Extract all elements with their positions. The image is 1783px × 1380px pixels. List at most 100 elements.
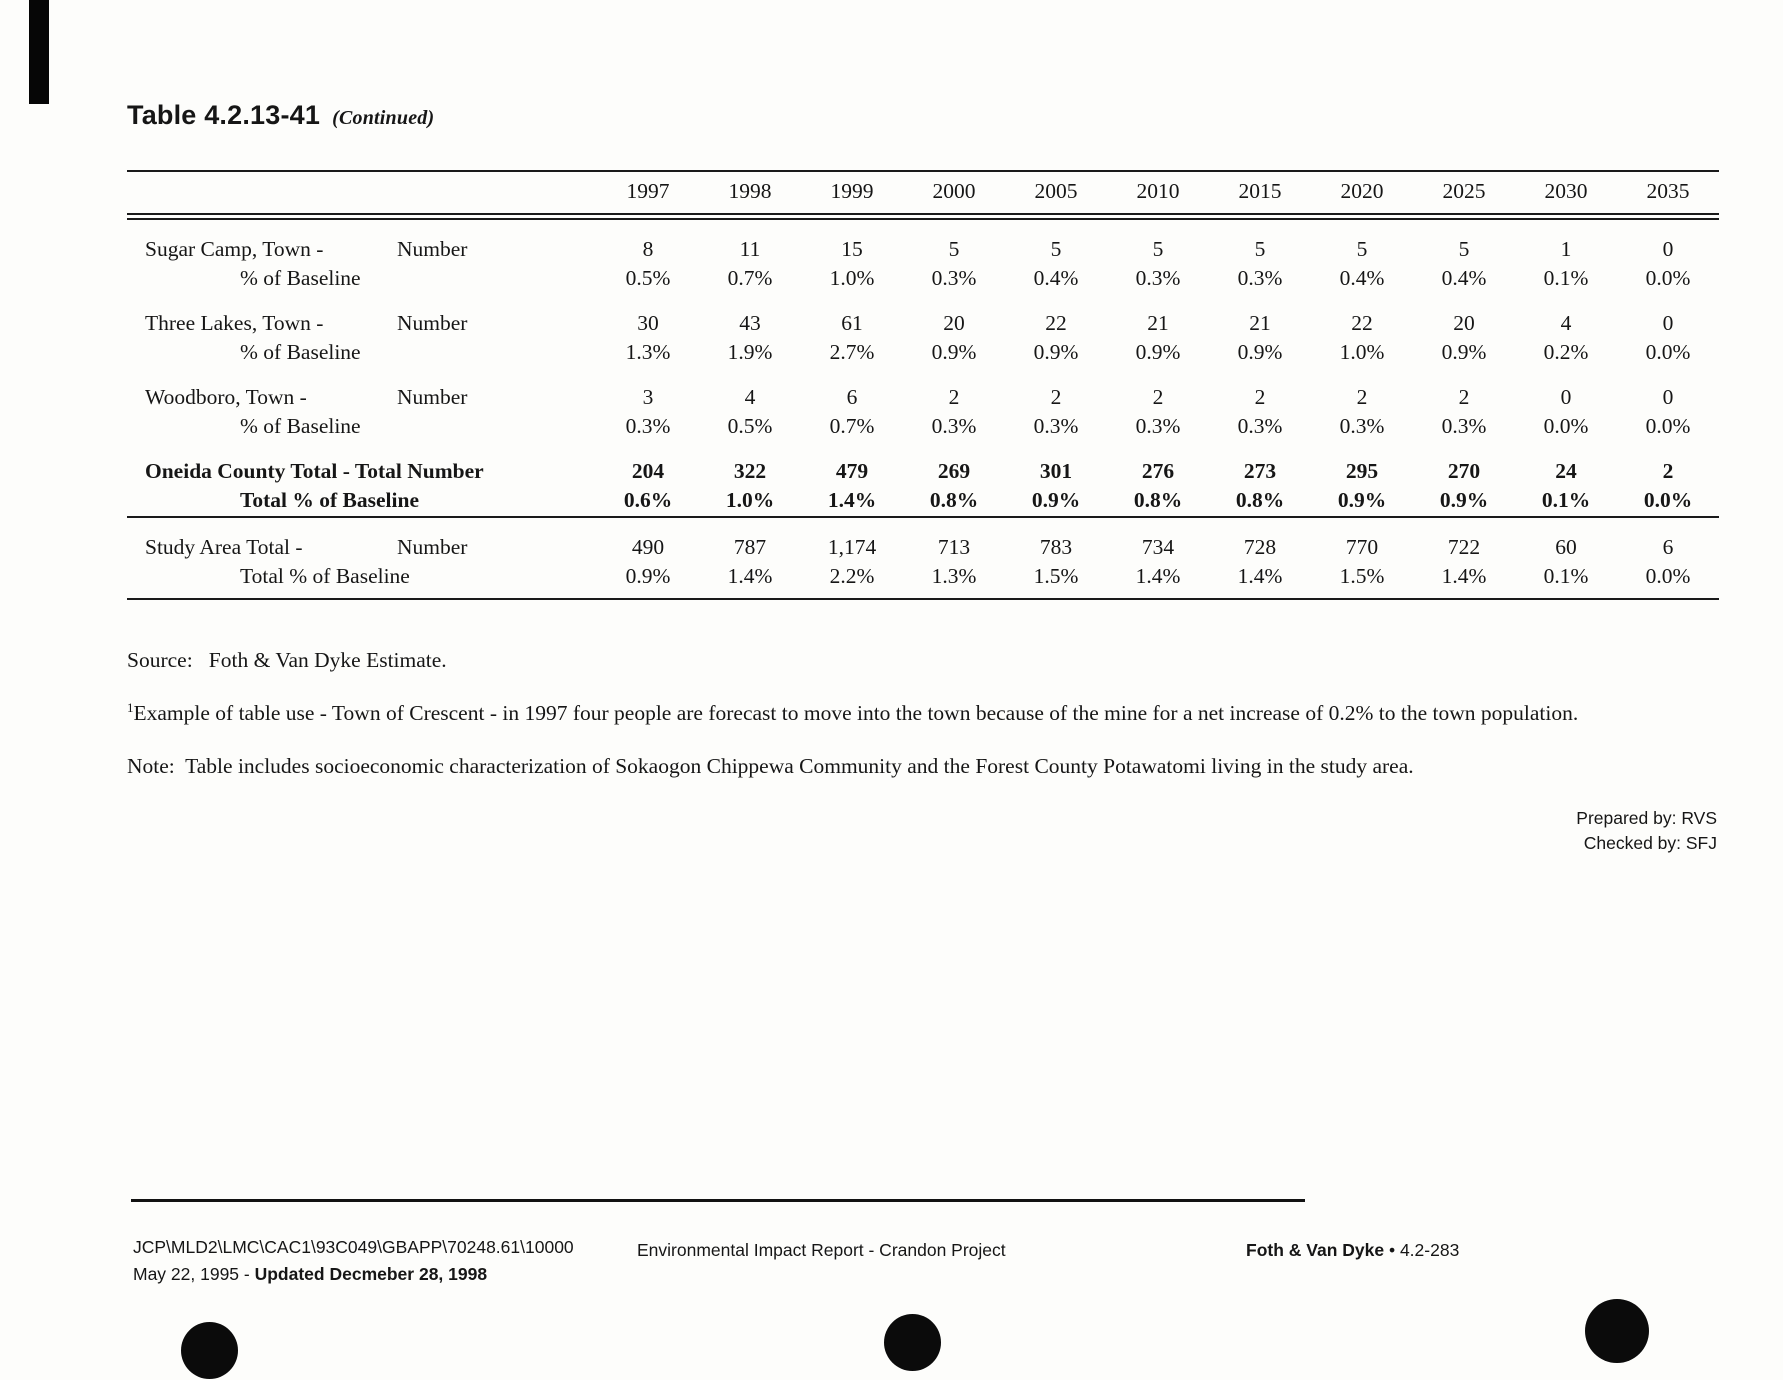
value-cell: 301 [1039,459,1073,483]
value-cell: 2 [1152,385,1164,409]
value-cell: 787 [699,516,801,563]
value-cell: 713 [903,516,1005,563]
value-cell: 0 [1662,237,1674,261]
empty-header-cell [127,170,597,220]
footer-page-number: • 4.2-283 [1384,1240,1460,1260]
value-cell: 20 [1453,311,1475,335]
percent-cell: 0.9% [1237,340,1283,364]
percent-cell: 1.9% [727,340,773,364]
value-cell: 24 [1555,459,1577,483]
percent-cell: 0.8% [1133,488,1183,512]
value-cell: 273 [1243,459,1277,483]
percent-cell: 0.3% [931,266,977,290]
year-header: 2030 [1515,170,1617,220]
table-row-percent: % of Baseline 1.3% 1.9% 2.7% 0.9% 0.9% 0.9% 0.9… [127,339,1719,368]
value-cell: 5 [1254,237,1266,261]
percent-cell: 1.4% [1209,563,1311,600]
year-header-row: 1997 1998 1999 2000 2005 2010 2015 2020 2025 2030… [127,170,1719,220]
row-percent-label: % of Baseline [127,413,597,442]
value-cell: 1 [1560,237,1572,261]
footer-date: May 22, 1995 - [133,1264,255,1284]
value-cell: 0 [1560,385,1572,409]
value-cell: 22 [1045,311,1067,335]
row-place-name: Sugar Camp, Town - [145,237,324,261]
percent-cell: 0.9% [1033,340,1079,364]
percent-cell: 0.9% [931,340,977,364]
table-body: Sugar Camp, Town - Number 8 11 15 5 5 5 5 5 5 1 0 % o… [127,217,1719,600]
percent-cell: 1.4% [699,563,801,600]
percent-cell: 0.3% [1339,414,1385,438]
year-header: 1997 [597,170,699,220]
percent-cell: 0.0% [1645,340,1691,364]
punch-hole-center [884,1314,941,1371]
percent-cell: 0.5% [625,266,671,290]
footer-file-path: JCP\MLD2\LMC\CAC1\93C049\GBAPP\70248.61\… [133,1237,574,1257]
percent-cell: 0.7% [727,266,773,290]
percent-cell: 2.2% [801,563,903,600]
punch-hole-left [181,1322,238,1379]
row-percent-label: Total % of Baseline [127,487,597,517]
table-row-percent: % of Baseline 0.5% 0.7% 1.0% 0.3% 0.4% 0.3% 0.3… [127,265,1719,294]
percent-cell: 1.4% [827,488,877,512]
percent-cell: 2.7% [829,340,875,364]
percent-cell: 0.0% [1645,266,1691,290]
percent-cell: 0.0% [1645,414,1691,438]
row-unit-label: Number [397,311,468,335]
value-cell: 15 [841,237,863,261]
row-label: Three Lakes, Town - Number [127,294,597,339]
footnote-text: Example of table use - Town of Crescent … [133,701,1579,726]
row-label: Study Area Total - Number [127,516,597,563]
percent-cell: 0.8% [929,488,979,512]
percent-cell: 0.9% [597,563,699,600]
value-cell: 60 [1515,516,1617,563]
punch-hole-right [1585,1299,1649,1363]
year-header: 2000 [903,170,1005,220]
year-header: 2015 [1209,170,1311,220]
value-cell: 722 [1413,516,1515,563]
row-place-name: Oneida County Total - Total Number [145,459,484,483]
population-table-wrap: 1997 1998 1999 2000 2005 2010 2015 2020 2025 2030… [127,170,1719,600]
value-cell: 0 [1662,385,1674,409]
value-cell: 270 [1447,459,1481,483]
value-cell: 11 [739,237,761,261]
percent-cell: 0.3% [1237,266,1283,290]
prepared-checked-block: Prepared by: RVS Checked by: SFJ [1576,806,1717,856]
percent-cell: 0.0% [1643,488,1693,512]
value-cell: 5 [1152,237,1164,261]
percent-cell: 0.1% [1541,488,1591,512]
percent-cell: 0.9% [1439,488,1489,512]
percent-cell: 1.0% [725,488,775,512]
value-cell: 21 [1249,311,1271,335]
value-cell: 4 [1560,311,1572,335]
percent-cell: 1.5% [1005,563,1107,600]
prepared-by: Prepared by: RVS [1576,808,1717,828]
value-cell: 1,174 [801,516,903,563]
table-title-number: Table 4.2.13-41 [127,100,321,130]
table-row-number: Sugar Camp, Town - Number 8 11 15 5 5 5 5 5 5 1 0 [127,217,1719,266]
percent-label: % of Baseline [240,340,361,364]
value-cell: 734 [1107,516,1209,563]
checked-by: Checked by: SFJ [1583,833,1717,853]
value-cell: 6 [1617,516,1719,563]
percent-label: Total % of Baseline [240,564,410,588]
value-cell: 728 [1209,516,1311,563]
table-row-number: Study Area Total - Number 490 787 1,174 713 78… [127,516,1719,563]
source-note: Source: Foth & Van Dyke Estimate. [127,648,447,672]
row-unit-label: Number [397,535,468,559]
table-row-number: Woodboro, Town - Number 3 4 6 2 2 2 2 2 2 0 0 [127,368,1719,413]
percent-cell: 0.4% [1441,266,1487,290]
row-unit-label: Number [397,237,468,261]
row-percent-label: % of Baseline [127,265,597,294]
footer-report-title: Environmental Impact Report - Crandon Pr… [637,1240,1006,1260]
percent-cell: 1.3% [625,340,671,364]
percent-cell: 0.3% [931,414,977,438]
percent-cell: 0.3% [1033,414,1079,438]
value-cell: 30 [637,311,659,335]
table-title: Table 4.2.13-41 (Continued) [127,100,434,131]
value-cell: 5 [1458,237,1470,261]
table-note: Note: Table includes socioeconomic chara… [127,754,1414,778]
row-percent-label: Total % of Baseline [127,563,597,600]
percent-cell: 0.6% [623,488,673,512]
percent-label: Total % of Baseline [240,488,419,512]
